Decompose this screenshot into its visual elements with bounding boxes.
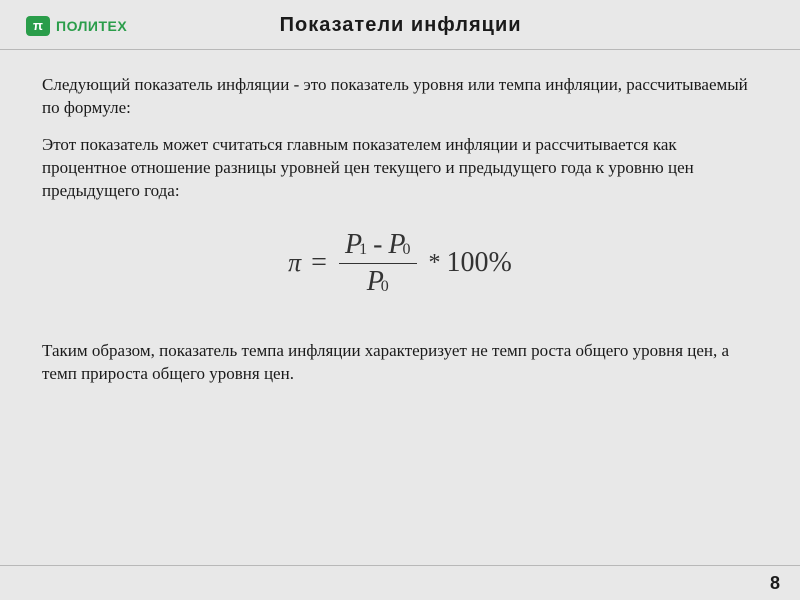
page-number: 8 [770, 573, 780, 594]
slide-header: π ПОЛИТЕХ Показатели инфляции [0, 0, 800, 45]
formula-numerator: P 1 - P 0 [339, 229, 417, 264]
sub-0-top: 0 [403, 241, 411, 259]
paragraph-2: Этот показатель может считаться главным … [42, 134, 758, 203]
minus: - [373, 229, 382, 261]
sub-0-bot: 0 [381, 278, 389, 296]
formula: π = P 1 - P 0 P 0 * 100% [42, 229, 758, 298]
slide-content: Следующий показатель инфляции - это пока… [0, 50, 800, 386]
paragraph-3: Таким образом, показатель темпа инфляции… [42, 340, 758, 386]
formula-fraction: P 1 - P 0 P 0 [339, 229, 417, 298]
formula-rhs: 100% [447, 247, 512, 279]
formula-times: * [429, 250, 441, 277]
sub-1: 1 [359, 241, 367, 259]
slide-title: Показатели инфляции [27, 14, 774, 37]
footer-divider [0, 565, 800, 566]
paragraph-1: Следующий показатель инфляции - это пока… [42, 74, 758, 120]
formula-lhs: π [288, 248, 301, 278]
formula-denominator: P 0 [367, 264, 389, 298]
formula-equals: = [311, 247, 327, 279]
